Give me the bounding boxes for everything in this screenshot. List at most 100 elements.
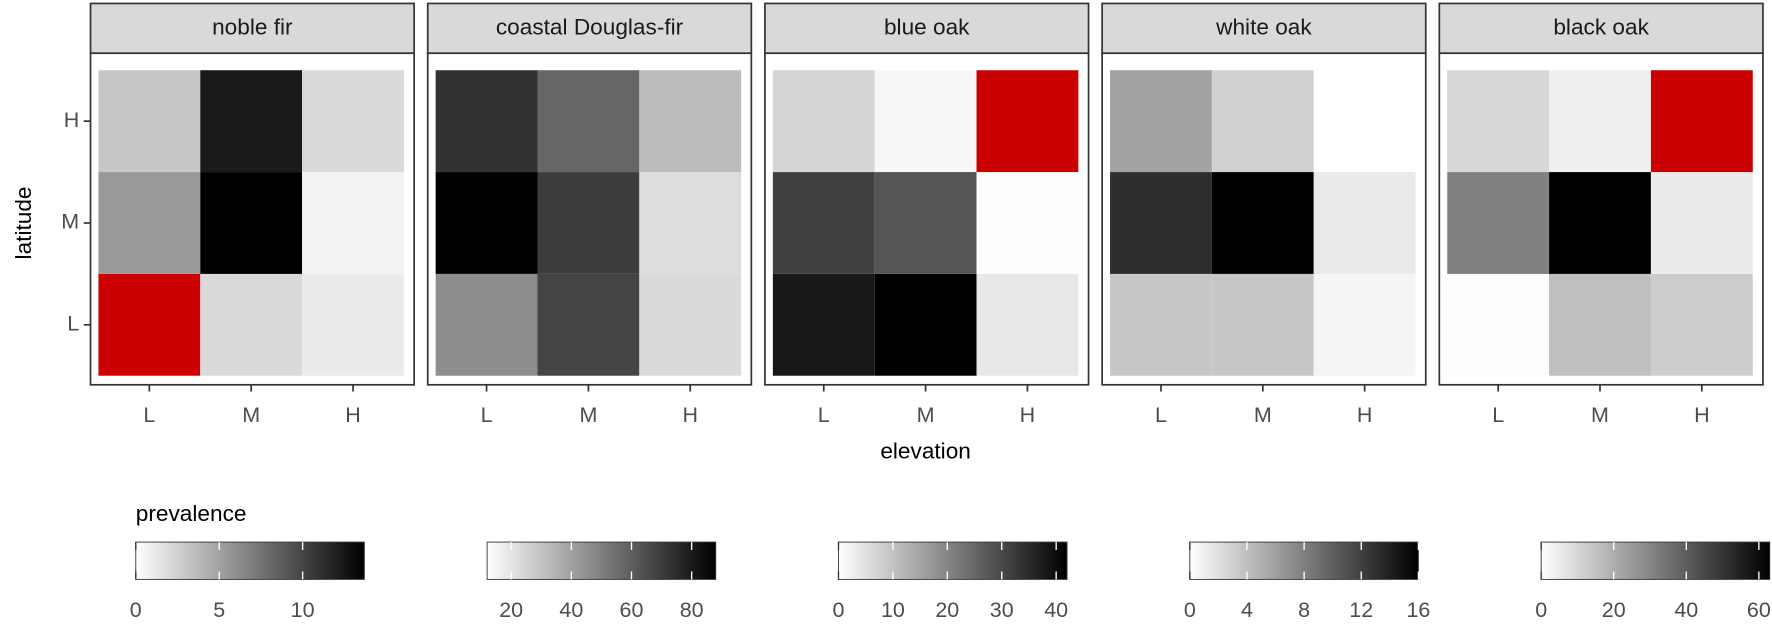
y-tick-label: L: [67, 311, 79, 335]
colorbar-tick-label: 5: [213, 598, 225, 622]
colorbar-tick-label: 0: [1535, 598, 1547, 622]
panel-border: [1101, 52, 1427, 386]
colorbar-tick-label: 40: [559, 598, 583, 622]
x-tick-label: H: [1020, 403, 1036, 427]
x-tick-label: H: [1694, 403, 1710, 427]
strip-text: white oak: [1215, 14, 1312, 39]
colorbar-tick-label: 0: [130, 598, 142, 622]
colorbar-tick-label: 20: [935, 598, 959, 622]
colorbar-tick-label: 16: [1406, 598, 1430, 622]
y-tick-label: H: [64, 108, 80, 132]
x-tick-label: M: [1591, 403, 1609, 427]
heat-cell: [302, 273, 404, 376]
heat-cell: [200, 273, 303, 376]
heat-cell: [200, 70, 303, 173]
colorbar-tick-label: 30: [990, 598, 1014, 622]
x-tick-label: L: [143, 403, 155, 427]
heat-cell: [98, 273, 201, 376]
strip-text: black oak: [1553, 14, 1649, 39]
heat-cell: [639, 172, 742, 274]
heat-cell: [435, 273, 538, 376]
heat-cell: [1447, 172, 1550, 274]
heat-cell: [1211, 172, 1314, 274]
colorbar-tick-label: 80: [680, 598, 704, 622]
colorbar-tick-label: 4: [1241, 598, 1253, 622]
x-tick-label: H: [682, 403, 698, 427]
heat-cell: [1549, 70, 1651, 173]
panel-border: [764, 52, 1090, 386]
heat-cell: [1211, 273, 1314, 376]
heat-cell: [537, 273, 640, 376]
heat-cell: [874, 70, 977, 173]
heat-cell: [1650, 172, 1753, 274]
heat-cell: [435, 70, 538, 173]
heat-cell: [1650, 273, 1753, 376]
heat-cell: [1447, 273, 1550, 376]
colorbar-tick-label: 20: [1602, 598, 1626, 622]
colorbar-tick-label: 20: [499, 598, 523, 622]
x-tick-label: M: [917, 403, 935, 427]
strip-text: coastal Douglas-fir: [496, 14, 684, 39]
heat-cell: [1549, 172, 1651, 274]
heat-cell: [98, 70, 201, 173]
heat-cell: [1313, 273, 1416, 376]
heat-cell: [302, 70, 404, 173]
x-tick-label: H: [1357, 403, 1373, 427]
x-tick-label: M: [242, 403, 260, 427]
heat-cell: [1110, 172, 1212, 274]
heat-cell: [1447, 70, 1550, 173]
heat-cell: [1110, 273, 1212, 376]
colorbar: [1540, 541, 1771, 580]
heat-cell: [639, 273, 742, 376]
heat-cell: [1313, 172, 1416, 274]
panel-border: [1438, 52, 1764, 386]
strip: [1101, 2, 1427, 55]
colorbar: [838, 541, 1068, 580]
colorbar-tick-label: 40: [1044, 598, 1068, 622]
heat-cell: [537, 70, 640, 173]
heat-cell: [1211, 70, 1314, 173]
colorbar-tick-label: 12: [1349, 598, 1373, 622]
colorbar-tick-label: 60: [620, 598, 644, 622]
colorbar-tick-label: 8: [1298, 598, 1310, 622]
heat-cell: [537, 172, 640, 274]
heat-cell: [976, 172, 1079, 274]
heat-cell: [772, 172, 875, 274]
heat-cell: [200, 172, 303, 274]
x-tick-label: L: [481, 403, 493, 427]
panel-border: [426, 52, 753, 386]
strip-text: blue oak: [884, 14, 970, 39]
colorbar: [486, 541, 717, 580]
colorbar-tick-label: 10: [881, 598, 905, 622]
x-tick-label: L: [1492, 403, 1504, 427]
x-tick-label: M: [1254, 403, 1272, 427]
heat-cell: [874, 273, 977, 376]
colorbar-tick-label: 40: [1674, 598, 1698, 622]
heat-cell: [976, 273, 1079, 376]
y-axis-title: latitude: [11, 186, 36, 259]
x-tick-label: L: [818, 403, 830, 427]
heat-cell: [1313, 70, 1416, 173]
strip: [89, 2, 415, 55]
legend-title: prevalence: [136, 501, 247, 526]
colorbar-tick-label: 0: [1184, 598, 1196, 622]
panel-border: [89, 52, 415, 386]
strip: [764, 2, 1090, 55]
heat-cell: [639, 70, 742, 173]
heat-cell: [98, 172, 201, 274]
colorbar-tick-label: 0: [832, 598, 844, 622]
heat-cell: [874, 172, 977, 274]
heat-cell: [302, 172, 404, 274]
x-tick-label: M: [579, 403, 597, 427]
heat-cell: [1110, 70, 1212, 173]
x-axis-title: elevation: [880, 439, 971, 464]
colorbar: [135, 541, 365, 580]
strip: [1438, 2, 1764, 55]
heat-cell: [435, 172, 538, 274]
y-tick-label: M: [61, 210, 79, 234]
heat-cell: [772, 273, 875, 376]
x-tick-label: H: [345, 403, 361, 427]
colorbar-tick-label: 10: [291, 598, 315, 622]
